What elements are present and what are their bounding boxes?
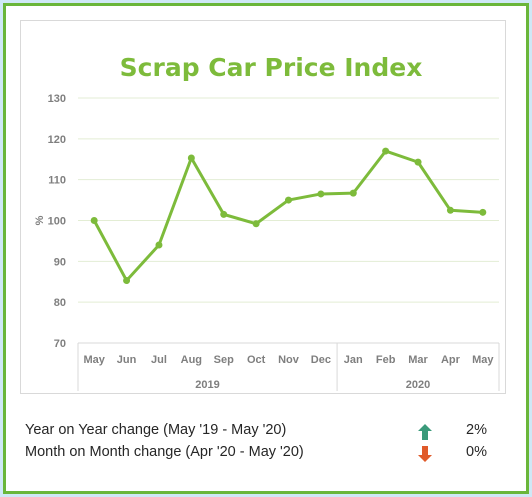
data-point-1 <box>123 277 131 285</box>
x-tick-label-3: Aug <box>181 354 202 366</box>
y-tick-label-2: 90 <box>54 256 66 268</box>
x-tick-label-12: May <box>472 354 494 366</box>
data-point-5 <box>252 220 260 228</box>
mom-change-label: Month on Month change (Apr '20 - May '20… <box>25 444 304 460</box>
y-tick-label-5: 120 <box>48 134 66 146</box>
x-tick-label-6: Nov <box>278 354 300 366</box>
x-tick-label-11: Apr <box>441 354 461 366</box>
y-axis-ticks: 70 80 90 100 110 120 130 <box>48 93 66 350</box>
chart-title: Scrap Car Price Index <box>120 53 423 82</box>
gridlines <box>78 97 499 303</box>
chart-frame: Scrap Car Price Index % 70 80 90 100 110 120 1… <box>3 3 529 494</box>
x-tick-label-10: Mar <box>408 354 428 366</box>
data-point-3 <box>187 154 195 162</box>
y-tick-label-3: 100 <box>48 216 66 228</box>
x-tick-label-2: Jul <box>151 354 167 366</box>
data-point-8 <box>349 189 357 197</box>
data-point-9 <box>382 147 390 155</box>
y-axis-label: % <box>34 215 46 225</box>
line-chart: Scrap Car Price Index % 70 80 90 100 110 120 1… <box>34 53 500 391</box>
x-tick-label-4: Sep <box>214 354 234 366</box>
y-tick-label-1: 80 <box>54 297 66 309</box>
data-point-2 <box>155 241 163 249</box>
data-point-0 <box>90 217 98 224</box>
y-tick-label-6: 130 <box>48 93 66 105</box>
down-arrow-icon <box>418 446 432 467</box>
chart-area: Scrap Car Price Index % 70 80 90 100 110 120 1… <box>20 20 506 394</box>
data-point-4 <box>220 210 228 218</box>
series <box>90 147 487 285</box>
data-point-7 <box>317 190 325 198</box>
x-axis <box>77 342 500 391</box>
y-tick-label-4: 110 <box>48 175 66 187</box>
x-tick-label-5: Oct <box>247 354 266 366</box>
data-point-6 <box>285 196 292 204</box>
x-axis-groups: 2019 2020 <box>195 343 430 391</box>
x-group-label-1: 2020 <box>406 379 430 391</box>
data-point-11 <box>446 206 454 214</box>
yoy-change-label: Year on Year change (May '19 - May '20) <box>25 422 287 438</box>
x-tick-label-8: Jan <box>344 354 363 366</box>
data-point-10 <box>414 158 422 166</box>
y-tick-label-0: 70 <box>54 338 66 350</box>
x-tick-label-9: Feb <box>376 354 396 366</box>
data-point-12 <box>479 208 487 216</box>
x-tick-label-7: Dec <box>311 354 331 366</box>
up-arrow-icon <box>418 424 432 445</box>
x-axis-ticks: May Jun Jul Aug Sep Oct Nov Dec Jan Feb Mar Apr May <box>83 354 494 366</box>
x-group-label-0: 2019 <box>195 379 219 391</box>
mom-change-value: 0% <box>466 444 487 460</box>
x-tick-label-0: May <box>83 354 105 366</box>
x-tick-label-1: Jun <box>117 354 137 366</box>
yoy-change-value: 2% <box>466 422 487 438</box>
